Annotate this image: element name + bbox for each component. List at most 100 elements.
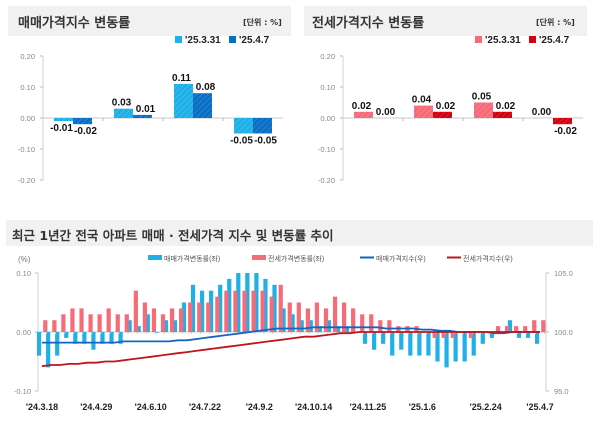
data-label: 0.00 <box>376 107 396 118</box>
bar-sale-change <box>163 320 168 332</box>
bar-jeonse-change <box>541 320 546 332</box>
bar-jeonse-change <box>260 290 265 332</box>
bar-jeonse-change <box>52 320 57 332</box>
bar-25.3.31 <box>414 105 433 118</box>
bar-sale-change <box>344 326 350 332</box>
bar-sale-change <box>516 332 522 338</box>
data-label: -0.02 <box>554 126 577 137</box>
bar-sale-change <box>91 332 96 350</box>
right-y-tick-label: 95.0 <box>554 387 569 396</box>
x-tick-label: '25.1.6 <box>409 402 436 412</box>
bar-sale-change <box>245 273 250 332</box>
bar-sale-change <box>100 332 105 344</box>
y-tick-label: -0.20 <box>18 176 35 185</box>
left-y-tick-label: 0.10 <box>16 269 31 278</box>
bar-jeonse-change <box>342 302 347 332</box>
bar-jeonse-change <box>332 296 338 332</box>
bar-jeonse-change <box>124 314 129 332</box>
x-tick-label: '24.7.22 <box>189 402 221 412</box>
data-label: 0.02 <box>436 101 456 112</box>
bar-jeonse-change <box>215 296 220 332</box>
bar-jeonse-change <box>432 332 437 338</box>
bar-sale-change <box>471 332 476 356</box>
data-label: 0.00 <box>532 107 552 118</box>
data-label: 0.11 <box>172 73 191 84</box>
bar-jeonse-change <box>179 308 184 332</box>
bar-sale-change <box>64 332 69 338</box>
sale-change-chart: 0.200.100.00-0.10-0.20전국-0.01-0.02수도권0.0… <box>18 36 283 185</box>
legend-label: 전세가격변동률(좌) <box>268 254 324 263</box>
bar-jeonse-change <box>115 314 120 332</box>
bar-25.4.7 <box>193 93 212 118</box>
data-label: 0.01 <box>136 104 156 115</box>
bar-jeonse-change <box>532 320 537 332</box>
legend-swatch <box>148 255 162 260</box>
y-tick-label: 0.20 <box>320 52 335 61</box>
y-tick-label: 0.00 <box>20 114 35 123</box>
bar-sale-change <box>326 320 331 332</box>
legend-swatch <box>529 36 536 43</box>
jeonse-panel-unit: [단위 : %] <box>536 18 575 27</box>
bar-sale-change <box>299 320 304 332</box>
bar-25.4.7 <box>433 111 452 118</box>
x-tick-label: '25.2.24 <box>470 402 502 412</box>
bar-sale-change <box>507 320 513 332</box>
bar-jeonse-change <box>441 332 446 338</box>
bar-sale-change <box>254 273 259 332</box>
bar-sale-change <box>145 314 150 332</box>
bar-25.3.31 <box>474 102 493 118</box>
y-tick-label: -0.10 <box>318 145 335 154</box>
data-label: -0.05 <box>230 136 253 147</box>
bar-sale-change <box>453 332 458 362</box>
legend-swatch <box>252 255 266 260</box>
bar-25.4.7 <box>493 111 512 118</box>
bar-jeonse-change <box>224 290 229 332</box>
bar-sale-change <box>236 273 241 332</box>
bar-sale-change <box>335 326 340 332</box>
sale-panel-titlebar <box>8 6 291 36</box>
legend-label: '25.4.7 <box>239 36 270 46</box>
bar-25.3.31 <box>114 108 133 118</box>
bar-jeonse-change <box>369 314 374 332</box>
legend-label: 매매가격지수(우) <box>376 254 426 263</box>
y-tick-label: 0.20 <box>20 52 35 61</box>
y-tick-label: 0.10 <box>20 83 35 92</box>
bar-25.4.7 <box>553 118 572 125</box>
bar-25.3.31 <box>174 83 193 118</box>
bar-jeonse-change <box>296 302 301 332</box>
x-tick-label: '24.9.2 <box>246 402 273 412</box>
data-label: -0.05 <box>254 136 277 147</box>
bar-jeonse-change <box>314 302 320 332</box>
bar-jeonse-change <box>61 314 66 332</box>
bar-25.4.7 <box>253 118 272 134</box>
bar-jeonse-change <box>305 308 310 332</box>
bar-jeonse-change <box>269 296 274 332</box>
bar-jeonse-change <box>160 314 166 332</box>
bar-jeonse-change <box>468 332 473 338</box>
bar-sale-change <box>435 332 440 362</box>
data-label: 0.04 <box>412 95 432 106</box>
bar-jeonse-change <box>242 290 247 332</box>
x-tick-label: '24.4.29 <box>80 402 112 412</box>
x-tick-label: '25.4.7 <box>526 402 553 412</box>
y-tick-label: 0.10 <box>320 83 335 92</box>
jeonse-change-chart: 0.200.100.00-0.10-0.20전국0.020.00수도권0.040… <box>318 36 583 185</box>
bar-sale-change <box>308 320 313 332</box>
y-tick-label: -0.10 <box>18 145 35 154</box>
bar-25.3.31 <box>354 111 373 118</box>
bar-sale-change <box>462 332 467 362</box>
bar-25.3.31 <box>54 118 73 122</box>
bar-jeonse-change <box>206 302 211 332</box>
left-y-tick-label: 0.00 <box>16 328 31 337</box>
bar-25.3.31 <box>234 118 253 134</box>
bar-jeonse-change <box>169 308 175 332</box>
x-tick-label: '24.11.25 <box>350 402 387 412</box>
bar-jeonse-change <box>43 320 48 332</box>
right-y-tick-label: 100.0 <box>554 328 573 337</box>
line-jeonse-index <box>41 331 540 368</box>
bar-sale-change <box>227 278 232 332</box>
bar-sale-change <box>480 332 485 344</box>
bar-sale-change <box>489 332 494 338</box>
bar-sale-change <box>181 302 187 332</box>
bar-sale-change <box>317 326 322 332</box>
